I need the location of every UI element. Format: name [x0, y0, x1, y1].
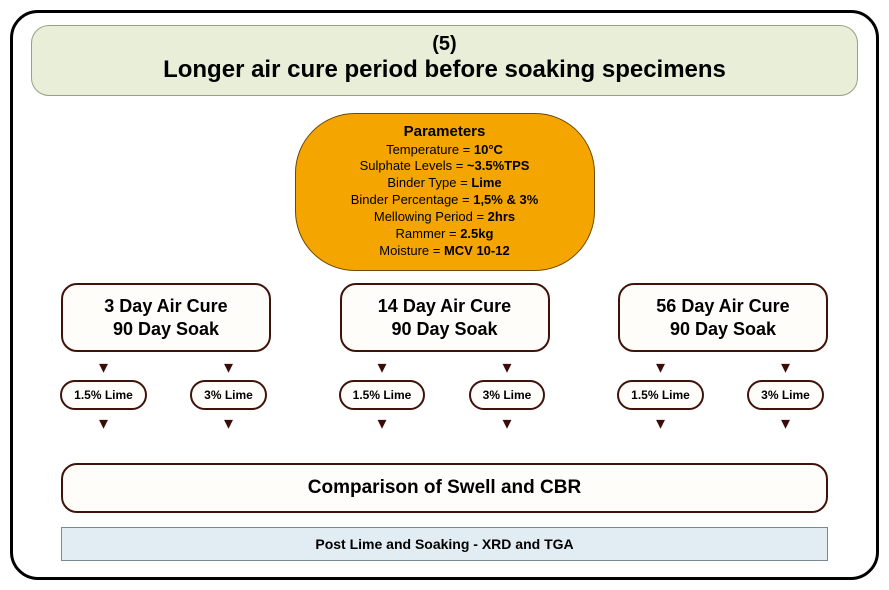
- arrow-down-icon: ▾: [377, 358, 386, 376]
- param-row: Mellowing Period = 2hrs: [314, 209, 576, 226]
- cure-node: 3 Day Air Cure 90 Day Soak: [61, 283, 271, 352]
- lime-col: ▾ 3% Lime ▾: [450, 358, 565, 432]
- param-label: Temperature =: [386, 142, 474, 157]
- arrow-down-icon: ▾: [502, 414, 511, 432]
- lime-row: ▾ 1.5% Lime ▾ ▾ 3% Lime ▾: [325, 358, 565, 432]
- param-value: 1,5% & 3%: [473, 192, 538, 207]
- param-value: 2hrs: [488, 209, 515, 224]
- arrow-down-icon: ▾: [502, 358, 511, 376]
- cure-line2: 90 Day Soak: [628, 318, 818, 341]
- param-value: 2.5kg: [460, 226, 493, 241]
- lime-col: ▾ 1.5% Lime ▾: [325, 358, 440, 432]
- arrow-down-icon: ▾: [224, 414, 233, 432]
- param-label: Moisture =: [379, 243, 444, 258]
- lime-row: ▾ 1.5% Lime ▾ ▾ 3% Lime ▾: [603, 358, 843, 432]
- arrow-down-icon: ▾: [781, 414, 790, 432]
- diagram-frame: (5) Longer air cure period before soakin…: [10, 10, 879, 580]
- title-banner: (5) Longer air cure period before soakin…: [31, 25, 858, 96]
- cure-line1: 56 Day Air Cure: [628, 295, 818, 318]
- cure-line1: 14 Day Air Cure: [350, 295, 540, 318]
- param-value: ~3.5%TPS: [467, 158, 530, 173]
- title-number: (5): [42, 32, 847, 56]
- branch-14day: 14 Day Air Cure 90 Day Soak ▾ 1.5% Lime …: [310, 283, 580, 432]
- lime-col: ▾ 1.5% Lime ▾: [46, 358, 161, 432]
- lime-node: 1.5% Lime: [60, 380, 147, 410]
- param-label: Binder Percentage =: [351, 192, 474, 207]
- arrow-down-icon: ▾: [377, 414, 386, 432]
- lime-row: ▾ 1.5% Lime ▾ ▾ 3% Lime ▾: [46, 358, 286, 432]
- footer-bar: Post Lime and Soaking - XRD and TGA: [61, 527, 828, 561]
- branch-3day: 3 Day Air Cure 90 Day Soak ▾ 1.5% Lime ▾…: [31, 283, 301, 432]
- lime-col: ▾ 1.5% Lime ▾: [603, 358, 718, 432]
- lime-node: 3% Lime: [747, 380, 824, 410]
- param-label: Mellowing Period =: [374, 209, 488, 224]
- branches-row: 3 Day Air Cure 90 Day Soak ▾ 1.5% Lime ▾…: [31, 283, 858, 432]
- arrow-down-icon: ▾: [781, 358, 790, 376]
- param-label: Binder Type =: [387, 175, 471, 190]
- param-label: Sulphate Levels =: [360, 158, 467, 173]
- param-row: Moisture = MCV 10-12: [314, 243, 576, 260]
- cure-node: 14 Day Air Cure 90 Day Soak: [340, 283, 550, 352]
- parameters-node: Parameters Temperature = 10°C Sulphate L…: [295, 113, 595, 271]
- param-row: Temperature = 10°C: [314, 142, 576, 159]
- param-row: Rammer = 2.5kg: [314, 226, 576, 243]
- lime-node: 3% Lime: [469, 380, 546, 410]
- param-value: Lime: [471, 175, 501, 190]
- lime-node: 1.5% Lime: [617, 380, 704, 410]
- lime-col: ▾ 3% Lime ▾: [171, 358, 286, 432]
- arrow-down-icon: ▾: [99, 358, 108, 376]
- param-value: MCV 10-12: [444, 243, 510, 258]
- branch-56day: 56 Day Air Cure 90 Day Soak ▾ 1.5% Lime …: [588, 283, 858, 432]
- cure-line1: 3 Day Air Cure: [71, 295, 261, 318]
- lime-col: ▾ 3% Lime ▾: [728, 358, 843, 432]
- param-row: Binder Percentage = 1,5% & 3%: [314, 192, 576, 209]
- comparison-node: Comparison of Swell and CBR: [61, 463, 828, 513]
- arrow-down-icon: ▾: [224, 358, 233, 376]
- param-value: 10°C: [474, 142, 503, 157]
- lime-node: 1.5% Lime: [339, 380, 426, 410]
- cure-node: 56 Day Air Cure 90 Day Soak: [618, 283, 828, 352]
- arrow-down-icon: ▾: [99, 414, 108, 432]
- parameters-header: Parameters: [314, 122, 576, 142]
- param-row: Sulphate Levels = ~3.5%TPS: [314, 158, 576, 175]
- cure-line2: 90 Day Soak: [350, 318, 540, 341]
- param-row: Binder Type = Lime: [314, 175, 576, 192]
- cure-line2: 90 Day Soak: [71, 318, 261, 341]
- arrow-down-icon: ▾: [656, 414, 665, 432]
- title-text: Longer air cure period before soaking sp…: [42, 56, 847, 85]
- param-label: Rammer =: [396, 226, 461, 241]
- lime-node: 3% Lime: [190, 380, 267, 410]
- arrow-down-icon: ▾: [656, 358, 665, 376]
